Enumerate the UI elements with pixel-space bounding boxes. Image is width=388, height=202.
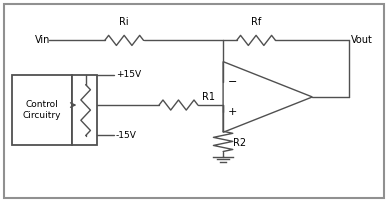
Text: -15V: -15V: [116, 131, 137, 140]
Text: +: +: [228, 107, 237, 117]
FancyBboxPatch shape: [4, 4, 384, 198]
Text: Ri: Ri: [120, 17, 129, 27]
Text: Rf: Rf: [251, 17, 261, 27]
Text: Vin: Vin: [35, 35, 50, 45]
Text: R2: R2: [233, 138, 246, 148]
Text: −: −: [228, 77, 237, 87]
Text: R1: R1: [202, 92, 215, 102]
Text: Control
Circuitry: Control Circuitry: [23, 100, 61, 120]
Text: Vout: Vout: [351, 35, 373, 45]
FancyBboxPatch shape: [12, 75, 72, 145]
Text: +15V: +15V: [116, 70, 141, 79]
FancyBboxPatch shape: [72, 75, 97, 145]
